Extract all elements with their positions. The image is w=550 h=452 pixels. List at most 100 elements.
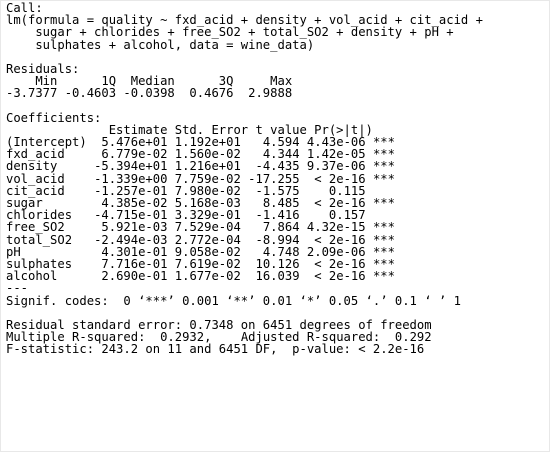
coef-row: (Intercept) 5.476e+01 1.192e+01 4.594 4.… xyxy=(6,136,546,148)
coef-term: (Intercept) xyxy=(6,135,87,150)
coef-term: fxd_acid xyxy=(6,147,87,162)
coef-term: free_SO2 xyxy=(6,220,87,235)
coefficients-table: (Intercept) 5.476e+01 1.192e+01 4.594 4.… xyxy=(6,136,546,282)
coef-term: alcohol xyxy=(6,269,87,284)
coef-signif: *** xyxy=(372,171,395,186)
coef-p-value: < 2e-16 xyxy=(306,196,366,210)
coef-signif: *** xyxy=(372,147,395,162)
coef-std-error: 7.529e-04 xyxy=(174,220,241,235)
blank-line xyxy=(6,100,546,112)
coef-row: vol_acid -1.339e+00 7.759e-02 -17.255 < … xyxy=(6,173,546,185)
coef-signif: *** xyxy=(372,220,395,235)
coef-term: total_SO2 xyxy=(6,232,87,247)
call-header: Call: xyxy=(6,1,43,15)
coef-signif: *** xyxy=(372,256,395,271)
coef-std-error: 7.759e-02 xyxy=(174,171,241,186)
coef-signif: *** xyxy=(372,159,395,174)
call-line: sulphates + alcohol, data = wine_data) xyxy=(6,37,315,52)
f-statistic-line: F-statistic: 243.2 on 11 and 6451 DF, p-… xyxy=(6,342,425,357)
coef-std-error: 7.619e-02 xyxy=(174,256,241,271)
coef-signif: *** xyxy=(372,196,395,210)
coef-signif: *** xyxy=(372,244,395,259)
coef-estimate: -4.715e-01 xyxy=(94,208,168,223)
coef-term: cit_acid xyxy=(6,183,87,198)
coef-term: vol_acid xyxy=(6,171,87,186)
coef-std-error: 2.772e-04 xyxy=(174,232,241,247)
coef-std-error: 9.058e-02 xyxy=(174,244,241,259)
r-squared-line: Multiple R-squared: 0.2932, Adjusted R-s… xyxy=(6,330,439,345)
coef-row: free_SO2 5.921e-03 7.529e-04 7.864 4.32e… xyxy=(6,221,546,233)
coef-term: pH xyxy=(6,244,87,259)
coef-estimate: 4.385e-02 xyxy=(94,196,168,210)
coef-t-value: 4.344 xyxy=(248,147,300,162)
coef-row: density -5.394e+01 1.216e+01 -4.435 9.37… xyxy=(6,160,546,172)
coef-p-value: < 2e-16 xyxy=(306,232,366,247)
coef-row: pH 4.301e-01 9.058e-02 4.748 2.09e-06 **… xyxy=(6,246,546,258)
coef-term: chlorides xyxy=(6,208,87,223)
coef-estimate: 7.716e-01 xyxy=(94,256,168,271)
coef-estimate: 4.301e-01 xyxy=(94,244,168,259)
call-line: lm(formula = quality ~ fxd_acid + densit… xyxy=(6,13,483,28)
coef-t-value: 10.126 xyxy=(248,256,300,271)
coef-t-value: 4.594 xyxy=(248,135,300,150)
coef-estimate: 6.779e-02 xyxy=(94,147,168,162)
coef-p-value: 0.115 xyxy=(306,183,366,198)
coef-p-value: < 2e-16 xyxy=(306,171,366,186)
coef-std-error: 1.192e+01 xyxy=(174,135,241,150)
coef-p-value: 4.32e-15 xyxy=(306,220,366,235)
coef-term: density xyxy=(6,159,87,174)
r-console-output[interactable]: Call: lm(formula = quality ~ fxd_acid + … xyxy=(6,2,546,448)
coef-std-error: 5.168e-03 xyxy=(174,196,241,210)
blank-line xyxy=(6,51,546,63)
coef-column-header: Estimate Std. Error t value Pr(>|t|) xyxy=(6,122,403,137)
coef-t-value: 7.864 xyxy=(248,220,300,235)
coef-p-value: 1.42e-05 xyxy=(306,147,366,162)
coef-row: cit_acid -1.257e-01 7.980e-02 -1.575 0.1… xyxy=(6,185,546,197)
coef-std-error: 7.980e-02 xyxy=(174,183,241,198)
coef-row: total_SO2 -2.494e-03 2.772e-04 -8.994 < … xyxy=(6,232,546,247)
coef-t-value: -1.575 xyxy=(248,183,300,198)
coef-estimate: -2.494e-03 xyxy=(94,232,168,247)
coef-p-value: 9.37e-06 xyxy=(306,159,366,174)
coefficients-header: Coefficients: xyxy=(6,110,102,125)
coef-t-value: 16.039 xyxy=(248,269,300,284)
coef-std-error: 1.216e+01 xyxy=(174,159,241,174)
coef-t-value: -17.255 xyxy=(248,171,300,186)
coef-row: fxd_acid 6.779e-02 1.560e-02 4.344 1.42e… xyxy=(6,148,546,160)
coef-p-value: 2.09e-06 xyxy=(306,244,366,259)
signif-codes-line: Signif. codes: 0 ‘***’ 0.001 ‘**’ 0.01 ‘… xyxy=(6,293,461,308)
coef-t-value: -4.435 xyxy=(248,159,300,174)
residual-se-line: Residual standard error: 0.7348 on 6451 … xyxy=(6,317,432,332)
coef-p-value: 0.157 xyxy=(306,208,366,223)
coef-std-error: 3.329e-01 xyxy=(174,208,241,223)
coef-row: chlorides -4.715e-01 3.329e-01 -1.416 0.… xyxy=(6,209,546,221)
residuals-values: -3.7377 -0.4603 -0.0398 0.4676 2.9888 xyxy=(6,86,300,101)
coef-row: alcohol 2.690e-01 1.677e-02 16.039 < 2e-… xyxy=(6,270,546,282)
coef-estimate: 5.921e-03 xyxy=(94,220,168,235)
coef-t-value: 4.748 xyxy=(248,244,300,259)
coef-estimate: -5.394e+01 xyxy=(94,159,168,174)
call-line: sugar + chlorides + free_SO2 + total_SO2… xyxy=(6,25,454,40)
coef-t-value: -8.994 xyxy=(248,232,300,247)
coef-estimate: 5.476e+01 xyxy=(94,135,168,150)
coef-term: sulphates xyxy=(6,256,87,271)
coef-p-value: 4.43e-06 xyxy=(306,135,366,150)
coef-row: sulphates 7.716e-01 7.619e-02 10.126 < 2… xyxy=(6,258,546,270)
coef-signif: *** xyxy=(372,232,395,247)
coef-p-value: < 2e-16 xyxy=(306,269,366,284)
coef-estimate: -1.339e+00 xyxy=(94,171,168,186)
coef-signif: *** xyxy=(372,269,395,284)
coef-t-value: 8.485 xyxy=(248,196,300,210)
coef-signif: *** xyxy=(372,135,395,150)
coef-estimate: -1.257e-01 xyxy=(94,183,168,198)
separator-line: --- xyxy=(6,281,29,296)
coef-p-value: < 2e-16 xyxy=(306,256,366,271)
residuals-header: Residuals: xyxy=(6,61,80,76)
coef-estimate: 2.690e-01 xyxy=(94,269,168,284)
residuals-labels: Min 1Q Median 3Q Max xyxy=(6,74,300,89)
coef-term: sugar xyxy=(6,196,87,210)
coef-std-error: 1.677e-02 xyxy=(174,269,241,284)
coef-row: sugar 4.385e-02 5.168e-03 8.485 < 2e-16 … xyxy=(6,197,546,209)
coef-std-error: 1.560e-02 xyxy=(174,147,241,162)
coef-t-value: -1.416 xyxy=(248,208,300,223)
